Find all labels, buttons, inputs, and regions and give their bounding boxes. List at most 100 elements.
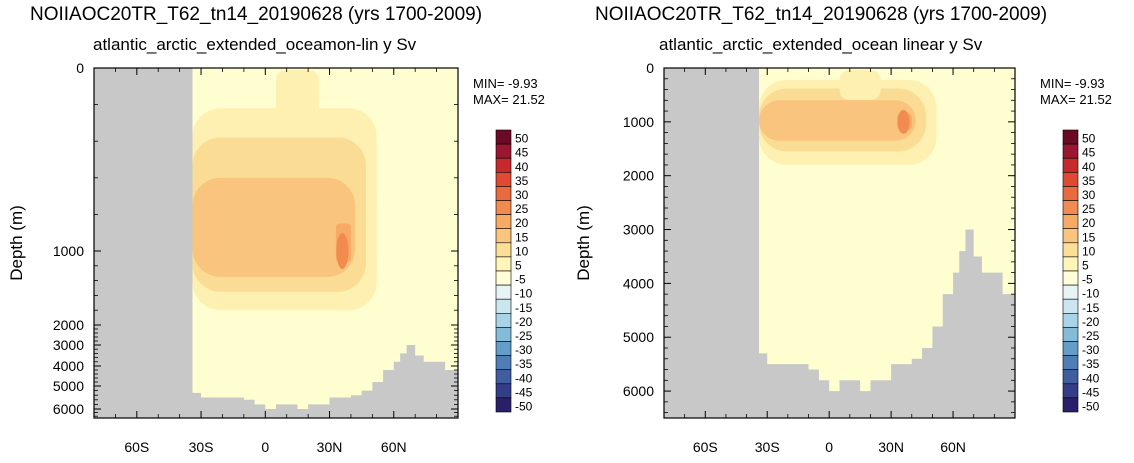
colorbar-label: -45 [515,385,533,399]
colorbar-swatch [495,355,512,371]
colorbar-label: 40 [515,160,529,174]
bottom-topography [192,345,458,418]
x-tick-label: 30S [189,439,214,455]
colorbar-swatch [1062,256,1079,272]
colorbar-label: -50 [515,400,533,414]
colorbar-swatch [495,186,512,201]
colorbar-label: -35 [515,357,533,371]
colorbar-swatch [1062,186,1079,201]
colorbar-swatch [495,327,512,342]
land-mask [94,68,193,418]
bottom-topography [758,229,1015,418]
contour-level-5 [276,70,319,125]
colorbar-swatch [1062,242,1079,258]
y-tick-label: 1000 [53,243,84,259]
colorbar-label: 5 [1082,259,1089,273]
y-tick-label: 2000 [53,317,84,333]
colorbar-label: -45 [1082,385,1100,399]
y-tick-label: 5000 [623,329,654,345]
colorbar-swatch [1062,327,1079,342]
colorbar-swatch [495,270,512,286]
plot-area: 0 1000 2000 3000 4000 5000 6000 60S 30S 0 30N 60N De… [7,60,533,455]
colorbar-label: 25 [1082,202,1096,216]
colorbar-label: -30 [515,343,533,357]
colorbar-swatch [495,383,512,399]
colorbar-swatch [495,242,512,258]
colorbar-label: -25 [515,329,533,343]
y-tick-label: 6000 [53,401,84,417]
colorbar-swatch [495,228,512,244]
colorbar-swatch [1062,341,1079,356]
land-mask [664,68,759,418]
colorbar-swatch [495,214,512,230]
colorbar-label: 30 [1082,188,1096,202]
colorbar-label: -5 [515,273,526,287]
colorbar-swatch [1062,157,1079,173]
colorbar-label: -50 [1082,400,1100,414]
colorbar-label: -10 [515,287,533,301]
colorbar-swatch [495,129,512,145]
colorbar-swatch [1062,214,1079,230]
colorbar-label: 45 [515,146,529,160]
chart-subtitle: atlantic_arctic_extended_oceamon-lin y S… [93,35,417,54]
colorbar-swatch [495,172,512,187]
colorbar-swatch [495,341,512,356]
colorbar-label: -10 [1082,287,1100,301]
colorbar-label: 40 [1082,160,1096,174]
colorbar-label: -40 [515,371,533,385]
contour-level-15 [192,177,356,277]
max-label: MAX= 21.52 [1040,92,1112,107]
left-chart-panel: NOIIAOC20TR_T62_tn14_20190628 (yrs 1700-… [7,4,545,455]
stats-box: MIN= -9.93 MAX= 21.52 [473,76,545,108]
colorbar-label: 15 [515,230,529,244]
plot-area: 0 1000 2000 3000 4000 5000 6000 60S 30S 0 30N 60N De… [574,60,1100,455]
x-tick-label: 60S [124,439,149,455]
y-tick-label: 0 [646,60,654,76]
colorbar-label: -40 [1082,371,1100,385]
chart-title: NOIIAOC20TR_T62_tn14_20190628 (yrs 1700-… [595,4,1048,25]
colorbar-swatch [1062,298,1079,314]
max-value-marker [897,109,910,134]
colorbar-label: 35 [1082,174,1096,188]
max-value-marker [336,233,349,269]
chart-title: NOIIAOC20TR_T62_tn14_20190628 (yrs 1700-… [30,4,483,25]
colorbar-label: -20 [515,315,533,329]
colorbar-swatch [1062,270,1079,286]
colorbar-swatch [1062,143,1079,159]
y-tick-label: 1000 [623,114,654,130]
colorbar-swatch [495,143,512,159]
colorbar-swatch [1062,312,1079,328]
y-tick-label: 0 [76,60,84,76]
colorbar-label: 50 [1082,132,1096,146]
colorbar-label: -15 [1082,301,1100,315]
colorbar-swatch [495,298,512,314]
y-tick-label: 4000 [623,275,654,291]
colorbar-label: 5 [515,259,522,273]
colorbar-swatch [1062,397,1079,413]
colorbar-label: -15 [515,301,533,315]
colorbar-swatch [1062,228,1079,244]
colorbar-swatch [1062,129,1079,145]
colorbar-label: -35 [1082,357,1100,371]
x-tick-label: 30N [878,439,904,455]
colorbar-label: -20 [1082,315,1100,329]
contour-level-5 [839,70,881,100]
colorbar-label: 20 [515,216,529,230]
colorbar-label: 10 [1082,244,1096,258]
x-tick-label: 60N [381,439,407,455]
y-tick-label: 6000 [623,383,654,399]
x-tick-label: 30N [317,439,343,455]
x-tick-label: 30S [755,439,780,455]
plot-frame [663,67,1016,419]
colorbar-swatch [495,157,512,173]
y-tick-label: 3000 [53,337,84,353]
x-tick-label: 60N [940,439,966,455]
colorbar-label: 15 [1082,230,1096,244]
colorbar-swatch [495,284,512,300]
max-label: MAX= 21.52 [473,92,545,107]
colorbar-swatch [495,312,512,328]
colorbar-label: 10 [515,244,529,258]
contour-level-15 [758,100,916,141]
colorbar-label: 30 [515,188,529,202]
colorbar-swatch [1062,200,1079,215]
